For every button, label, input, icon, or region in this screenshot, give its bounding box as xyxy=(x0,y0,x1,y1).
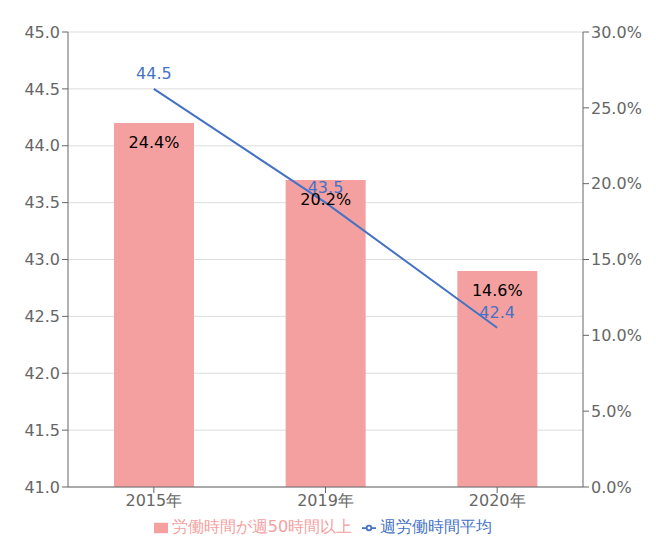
svg-text:44.0: 44.0 xyxy=(24,136,60,155)
svg-text:2019年: 2019年 xyxy=(297,491,354,510)
svg-text:0.0%: 0.0% xyxy=(591,478,632,497)
svg-text:20.0%: 20.0% xyxy=(591,174,642,193)
svg-text:2015年: 2015年 xyxy=(125,491,182,510)
html-text:週労働時間平均: 週労働時間平均 xyxy=(380,517,493,536)
svg-text:30.0%: 30.0% xyxy=(591,23,642,42)
svg-text:43.5: 43.5 xyxy=(24,193,60,212)
svg-text:5.0%: 5.0% xyxy=(591,402,632,421)
svg-text:43.5: 43.5 xyxy=(308,178,344,197)
svg-text:44.5: 44.5 xyxy=(136,64,172,83)
svg-text:44.5: 44.5 xyxy=(24,80,60,99)
svg-text:20.2%: 20.2% xyxy=(300,190,352,210)
svg-text:42.0: 42.0 xyxy=(24,364,60,383)
svg-text:41.0: 41.0 xyxy=(24,478,60,497)
svg-text:42.4: 42.4 xyxy=(479,303,515,322)
svg-text:45.0: 45.0 xyxy=(24,23,60,42)
html-text:労働時間が週50時間以上: 労働時間が週50時間以上 xyxy=(171,517,353,536)
svg-text:10.0%: 10.0% xyxy=(591,326,642,345)
svg-text:25.0%: 25.0% xyxy=(591,99,642,118)
svg-text:24.4%: 24.4% xyxy=(129,133,180,152)
svg-text:41.5: 41.5 xyxy=(24,421,60,440)
svg-text:43.0: 43.0 xyxy=(24,250,60,269)
svg-text:2020年: 2020年 xyxy=(469,491,526,510)
svg-text:42.5: 42.5 xyxy=(24,307,60,326)
svg-text:14.6%: 14.6% xyxy=(472,281,523,300)
svg-text:15.0%: 15.0% xyxy=(591,250,642,269)
